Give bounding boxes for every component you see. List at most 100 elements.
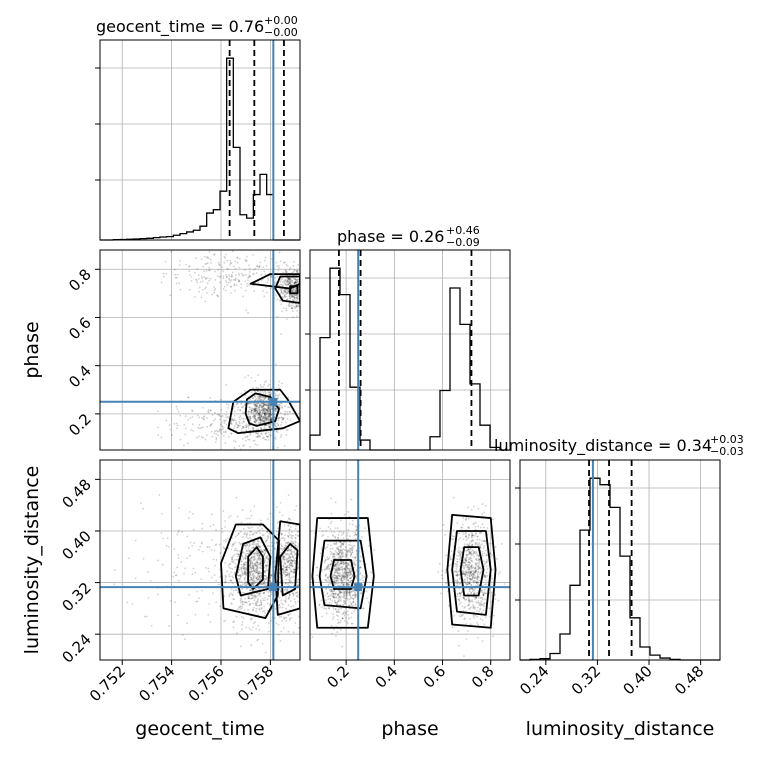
scatter-point [360, 592, 362, 594]
scatter-point [300, 287, 302, 289]
scatter-point [249, 416, 252, 418]
scatter-point [343, 614, 346, 617]
scatter-point [302, 287, 304, 289]
scatter-point [458, 551, 460, 554]
scatter-point [484, 583, 487, 586]
scatter-point [460, 591, 463, 594]
scatter-point [330, 590, 333, 593]
scatter-point [291, 290, 294, 292]
scatter-point [479, 546, 482, 549]
scatter-point [324, 601, 327, 604]
scatter-point [230, 423, 233, 425]
scatter-point [262, 583, 265, 585]
scatter-point [470, 565, 473, 568]
scatter-point [286, 292, 289, 294]
scatter-point [320, 547, 323, 550]
scatter-point [489, 552, 492, 555]
scatter-point [194, 613, 197, 616]
scatter-point [251, 428, 254, 431]
scatter-point [290, 290, 293, 292]
scatter-point [481, 603, 484, 606]
scatter-point [241, 406, 244, 409]
scatter-point [461, 614, 463, 617]
scatter-point [213, 289, 216, 292]
scatter-point [280, 290, 283, 292]
scatter-point [336, 561, 339, 564]
scatter-point [244, 582, 247, 585]
scatter-point [239, 409, 242, 412]
scatter-point [341, 569, 344, 571]
scatter-point [331, 574, 334, 577]
scatter-point [291, 582, 294, 585]
scatter-point [252, 555, 255, 558]
histogram-step-line [309, 267, 510, 451]
scatter-point [347, 604, 350, 607]
scatter-point [234, 419, 237, 422]
scatter-point [288, 282, 291, 285]
scatter-point [250, 402, 253, 405]
scatter-point [331, 576, 334, 579]
scatter-point [483, 602, 486, 605]
scatter-point [224, 414, 227, 416]
scatter-point [289, 518, 292, 521]
scatter-point [284, 546, 286, 549]
scatter-point [204, 286, 207, 289]
scatter-point [286, 270, 288, 273]
scatter-point [263, 404, 266, 407]
scatter-point [248, 604, 251, 607]
scatter-point [302, 556, 304, 558]
scatter-point [215, 433, 218, 435]
scatter-point [472, 566, 475, 569]
scatter-point [354, 537, 357, 540]
scatter-point [291, 565, 294, 568]
scatter-point [264, 417, 267, 420]
scatter-point [345, 571, 348, 573]
scatter-point [252, 575, 255, 578]
scatter-point [276, 315, 279, 318]
scatter-point [461, 547, 464, 550]
scatter-point [221, 414, 224, 417]
scatter-point [278, 265, 280, 267]
scatter-point [288, 518, 291, 520]
scatter-point [253, 410, 256, 413]
scatter-point [242, 572, 244, 575]
scatter-point [469, 568, 472, 571]
scatter-point [478, 576, 480, 579]
scatter-point [469, 578, 472, 581]
scatter-point [301, 292, 303, 294]
scatter-point [286, 410, 289, 413]
scatter-point [241, 412, 244, 415]
scatter-point [463, 562, 466, 564]
scatter-point [170, 250, 173, 253]
scatter-point [205, 566, 207, 569]
scatter-point [310, 503, 312, 505]
scatter-point [276, 533, 279, 536]
density-contour [274, 275, 300, 304]
scatter-point [261, 405, 264, 408]
scatter-point [173, 268, 176, 271]
scatter-point [282, 418, 284, 421]
scatter-point [224, 578, 227, 581]
scatter-point [483, 574, 486, 577]
scatter-point [485, 561, 488, 563]
scatter-point [460, 581, 462, 584]
scatter-point [253, 421, 256, 423]
scatter-point [280, 404, 282, 407]
scatter-point [288, 277, 291, 280]
scatter-point [254, 404, 257, 407]
scatter-point [288, 282, 291, 285]
scatter-point [301, 614, 303, 616]
scatter-point [255, 272, 258, 274]
scatter-point [331, 560, 334, 562]
scatter-point [218, 264, 221, 267]
scatter-point [263, 438, 266, 441]
scatter-point [203, 418, 206, 420]
scatter-point [157, 426, 159, 429]
scatter-point [246, 549, 248, 552]
scatter-point [243, 573, 246, 575]
scatter-point [471, 534, 474, 536]
truth-marker [269, 583, 278, 592]
scatter-point [280, 533, 283, 535]
scatter-point [293, 298, 296, 301]
scatter-point [350, 591, 353, 593]
